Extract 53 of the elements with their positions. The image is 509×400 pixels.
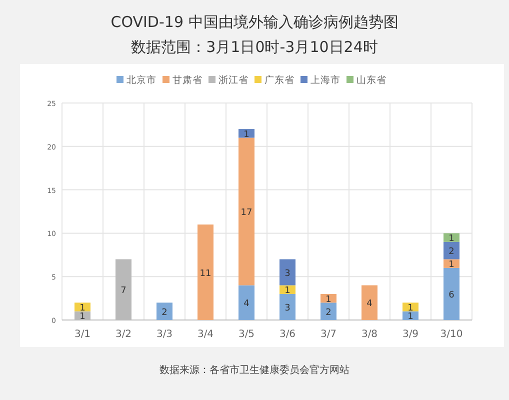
data-label: 1 <box>80 303 86 314</box>
chart-title: COVID-19 中国由境外输入确诊病例趋势图 <box>110 13 398 31</box>
data-label: 4 <box>366 299 373 310</box>
data-label: 1 <box>284 286 290 296</box>
data-label: 11 <box>200 268 212 279</box>
x-tick-label: 3/1 <box>74 329 91 340</box>
data-label: 17 <box>240 208 252 218</box>
legend-label: 广东省 <box>264 74 294 86</box>
bar <box>198 224 214 320</box>
bar <box>280 259 296 286</box>
data-label: 2 <box>448 247 454 258</box>
data-label: 7 <box>120 286 126 296</box>
bar <box>156 302 172 320</box>
bar <box>444 268 460 320</box>
data-label: 1 <box>408 303 414 314</box>
bar <box>280 294 296 320</box>
x-tick-label: 3/2 <box>115 329 132 340</box>
legend-label: 北京市 <box>126 74 156 86</box>
x-tick-label: 3/8 <box>361 329 378 340</box>
bar <box>402 302 418 312</box>
x-tick-label: 3/6 <box>279 329 296 340</box>
data-label: 2 <box>162 308 168 318</box>
data-label: 6 <box>448 290 455 300</box>
x-tick-label: 3/4 <box>197 329 214 340</box>
legend-label: 浙江省 <box>218 74 248 86</box>
data-label: 4 <box>244 299 250 310</box>
legend-label: 甘肃省 <box>172 74 202 86</box>
x-tick-label: 3/10 <box>440 329 463 340</box>
data-label: 1 <box>326 294 332 305</box>
data-label: 1 <box>244 130 250 140</box>
x-tick-label: 3/3 <box>156 329 173 340</box>
x-tick-label: 3/7 <box>320 329 337 340</box>
bar <box>74 302 90 312</box>
data-label: 2 <box>326 308 332 318</box>
data-label: 3 <box>284 303 290 314</box>
bar <box>238 138 254 286</box>
chart-subtitle: 数据范围：3月1日0时-3月10日24时 <box>131 38 378 56</box>
legend-label: 上海市 <box>310 74 340 86</box>
data-label: 1 <box>448 234 454 244</box>
x-tick-label: 3/5 <box>238 329 255 340</box>
data-label: 1 <box>408 312 414 322</box>
bar <box>444 259 460 268</box>
bar <box>320 302 336 320</box>
x-tick-label: 3/9 <box>402 329 419 340</box>
data-label: 1 <box>448 260 454 270</box>
bar <box>238 285 254 320</box>
data-label: 1 <box>80 312 86 322</box>
data-label: 3 <box>284 268 290 279</box>
bar <box>444 233 460 242</box>
legend-label: 山东省 <box>356 74 386 86</box>
bar <box>444 242 460 260</box>
bar <box>362 285 378 320</box>
source-note: 数据来源：各省市卫生健康委员会官方网站 <box>160 364 350 376</box>
